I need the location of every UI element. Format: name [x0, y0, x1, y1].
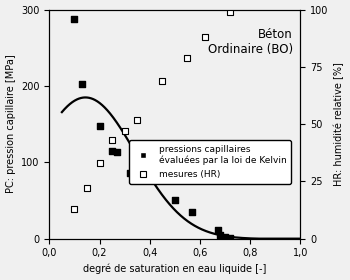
Y-axis label: PC: pression capillaire [MPa]: PC: pression capillaire [MPa] [6, 55, 15, 193]
Legend: pressions capillaires
évaluées par la loi de Kelvin, mesures (HR): pressions capillaires évaluées par la lo… [129, 140, 291, 184]
X-axis label: degré de saturation en eau liquide [-]: degré de saturation en eau liquide [-] [83, 264, 267, 274]
Point [122, 129, 127, 133]
Point [79, 81, 85, 86]
Point [160, 78, 165, 83]
Point [109, 138, 115, 143]
Point [114, 150, 120, 155]
Point [222, 235, 228, 239]
Point [127, 171, 132, 175]
Point [84, 186, 90, 190]
Y-axis label: HR: humidité relative [%]: HR: humidité relative [%] [334, 62, 344, 186]
Point [72, 207, 77, 211]
Point [190, 210, 195, 214]
Point [202, 35, 208, 39]
Point [97, 161, 102, 165]
Point [97, 123, 102, 128]
Point [72, 17, 77, 21]
Text: Béton
Ordinaire (BO): Béton Ordinaire (BO) [208, 28, 293, 56]
Point [217, 233, 223, 237]
Point [227, 10, 233, 14]
Point [184, 55, 190, 60]
Point [227, 236, 233, 240]
Point [109, 149, 115, 153]
Point [215, 227, 220, 232]
Point [172, 198, 178, 203]
Point [134, 117, 140, 122]
